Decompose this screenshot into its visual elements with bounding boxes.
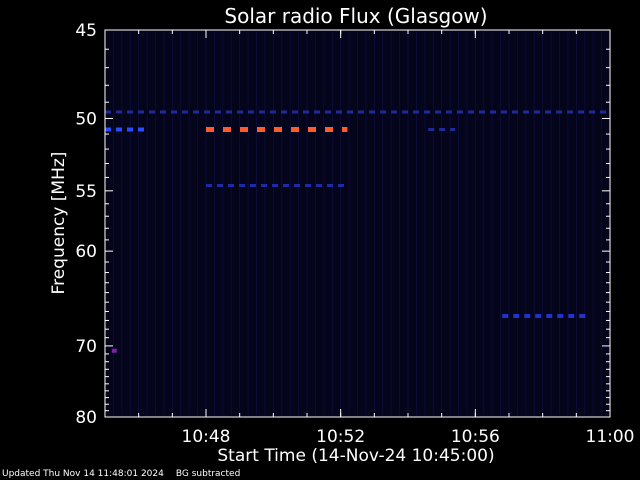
y-tick-label: 55 (75, 182, 97, 202)
updated-timestamp: Updated Thu Nov 14 11:48:01 2024 (2, 469, 164, 479)
y-tick-label: 45 (75, 21, 97, 41)
y-tick-label: 50 (75, 109, 97, 129)
y-tick-label: 70 (75, 337, 97, 357)
y-axis-label: Frequency [MHz] (49, 152, 69, 295)
bg-note: BG subtracted (175, 469, 241, 479)
chart-title: Solar radio Flux (Glasgow) (224, 4, 487, 28)
y-tick-label: 80 (75, 408, 97, 428)
x-tick-label: 10:56 (451, 427, 500, 447)
spectrogram-marks (104, 32, 611, 415)
x-tick-label: 10:48 (182, 427, 231, 447)
x-axis-label: Start Time (14-Nov-24 10:45:00) (217, 446, 494, 466)
x-tick-label: 11:00 (586, 427, 635, 447)
footer: Updated Thu Nov 14 11:48:01 2024 BG subtr… (2, 469, 252, 479)
x-tick-label: 10:52 (316, 427, 365, 447)
plot-frame (104, 29, 611, 418)
x-axis: 10:48 10:52 10:56 11:00 (138, 30, 635, 447)
y-axis: 45 50 55 60 70 80 (75, 21, 610, 428)
y-tick-label: 60 (75, 242, 97, 262)
